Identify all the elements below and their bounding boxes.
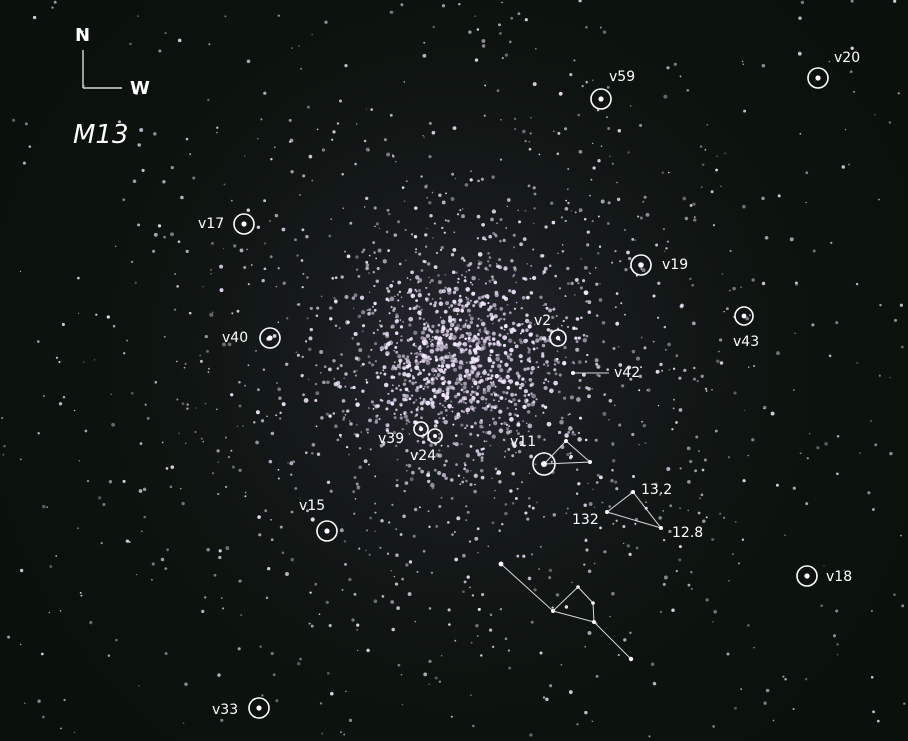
chain-upper [500,563,632,660]
marker-v17 [233,213,255,235]
marker-v15 [316,520,338,542]
label-v11: v11 [510,434,537,450]
marker-v20 [807,67,829,89]
label-v43: v43 [733,334,760,350]
marked-star-cores [241,75,821,711]
label-v40: v40 [222,330,249,346]
label-v24: v24 [410,448,437,464]
label-v42: v42 [614,365,641,381]
label-v18: v18 [826,569,853,585]
label-mag-132: 132 [572,512,599,528]
marker-v43 [734,306,754,326]
marker-v18 [796,565,818,587]
compass-west-label: W [130,78,150,99]
variable-markers [233,67,829,719]
label-v20: v20 [834,50,861,66]
compass-arrows [82,50,122,89]
marker-v33 [248,697,270,719]
label-v33: v33 [212,702,239,718]
label-v59: v59 [609,69,636,85]
object-name-label: M13 [73,120,129,150]
marker-v40 [259,327,281,349]
marker-v19 [630,254,652,276]
label-v39: v39 [378,431,405,447]
marker-v39 [413,421,429,437]
label-v15: v15 [299,498,326,514]
triangle-comparison [606,491,663,529]
label-mag-12-8: 12.8 [672,525,704,541]
compass-north-label: N [75,25,91,46]
label-v2: v2 [534,313,552,329]
marker-v24 [427,428,443,444]
label-mag-13-2: 13.2 [641,482,673,498]
label-v17: v17 [198,216,225,232]
triangle-v11 [543,440,592,465]
chain-lower [552,610,595,623]
marker-v2 [549,329,567,347]
label-v19: v19 [662,257,689,273]
comparison-lines [500,372,663,660]
marker-v59 [590,88,612,110]
